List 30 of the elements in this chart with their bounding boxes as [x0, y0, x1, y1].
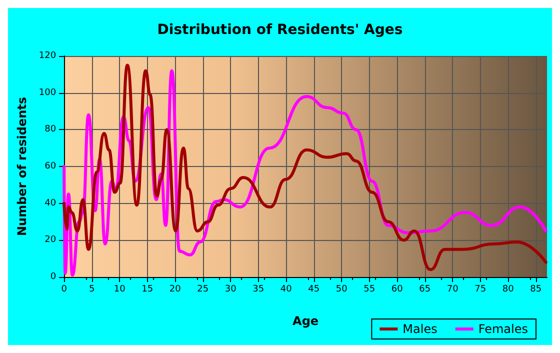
y-tick-label: 80: [44, 124, 56, 135]
y-tick-label: 100: [38, 88, 56, 98]
x-axis-title: Age: [292, 314, 319, 328]
x-tick-label: 0: [61, 284, 68, 294]
x-tick-label: 25: [197, 284, 209, 294]
x-tick-label: 70: [446, 284, 459, 294]
y-tick-label: 120: [38, 51, 56, 61]
x-tick-label: 55: [364, 284, 376, 294]
x-tick-label: 85: [530, 284, 542, 294]
y-tick-label: 20: [44, 235, 56, 246]
legend-label: Males: [402, 322, 438, 336]
x-tick-label: 50: [336, 284, 348, 294]
x-tick-label: 5: [88, 284, 95, 294]
x-tick-label: 45: [308, 284, 320, 294]
legend-label: Females: [478, 322, 528, 336]
x-tick-label: 35: [252, 284, 264, 294]
chart-title: Distribution of Residents' Ages: [157, 22, 403, 38]
y-axis-title: Number of residents: [15, 96, 29, 236]
y-tick-label: 60: [44, 162, 56, 172]
x-tick-label: 80: [502, 284, 514, 294]
x-tick-label: 60: [391, 284, 404, 294]
y-tick-label: 40: [44, 198, 56, 208]
x-tick-label: 65: [419, 284, 431, 294]
x-tick-label: 40: [280, 284, 292, 294]
x-tick-label: 10: [114, 284, 126, 294]
x-tick-label: 20: [169, 284, 182, 294]
x-tick-label: 30: [224, 284, 237, 294]
x-tick-label: 75: [474, 284, 486, 294]
x-tick-label: 15: [142, 284, 154, 294]
y-tick-label: 0: [50, 272, 56, 282]
